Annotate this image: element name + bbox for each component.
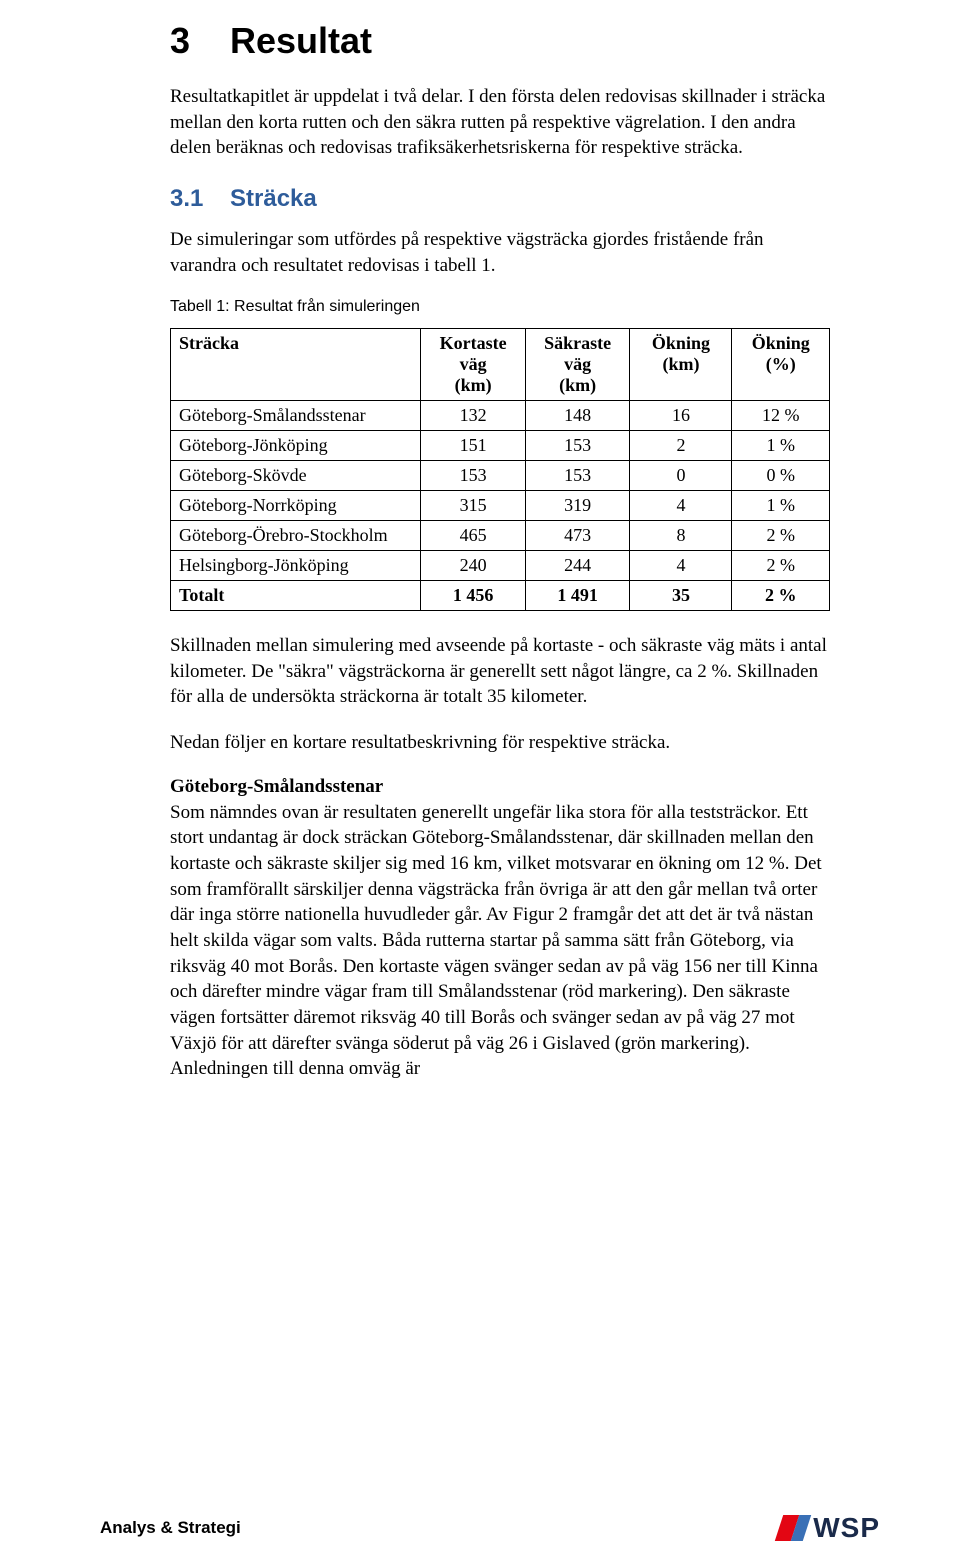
cell-kortaste: 153 [421,461,526,491]
col-header-okning-km: Ökning (km) [630,329,732,401]
cell-okning-pct: 1 % [732,491,830,521]
heading-1: 3 Resultat [170,20,830,62]
subheading-gbg-smalandsstenar: Göteborg-Smålandsstenar [170,776,830,798]
cell-kortaste: 465 [421,521,526,551]
after-table-paragraph-2: Nedan följer en kortare resultatbeskrivn… [170,730,830,756]
cell-sakraste: 148 [525,401,630,431]
cell-stracka: Göteborg-Jönköping [171,431,421,461]
cell-kortaste: 315 [421,491,526,521]
col-header-stracka: Sträcka [171,329,421,401]
cell-okning-km: 16 [630,401,732,431]
table-row: Göteborg-Skövde15315300 % [171,461,830,491]
cell-okning-km: 8 [630,521,732,551]
cell-stracka: Göteborg-Skövde [171,461,421,491]
cell-okning-pct: 12 % [732,401,830,431]
cell-kortaste: 132 [421,401,526,431]
table-caption: Tabell 1: Resultat från simuleringen [170,298,830,316]
total-cell: Totalt [171,581,421,611]
total-cell: 1 491 [525,581,630,611]
cell-okning-km: 0 [630,461,732,491]
cell-sakraste: 244 [525,551,630,581]
table-total-row: Totalt1 4561 491352 % [171,581,830,611]
heading-2: 3.1 Sträcka [170,185,830,213]
intro-paragraph: Resultatkapitlet är uppdelat i två delar… [170,84,830,161]
heading-2-number: 3.1 [170,185,230,213]
heading-1-number: 3 [170,20,230,62]
after-table-paragraph-1: Skillnaden mellan simulering med avseend… [170,633,830,710]
cell-okning-km: 4 [630,551,732,581]
cell-kortaste: 240 [421,551,526,581]
cell-sakraste: 153 [525,431,630,461]
total-cell: 35 [630,581,732,611]
gbg-smalandsstenar-text: Som nämndes ovan är resultaten generellt… [170,800,830,1082]
table-row: Helsingborg-Jönköping24024442 % [171,551,830,581]
page-footer: Analys & Strategi WSP [0,1512,960,1544]
wsp-logo-text: WSP [813,1512,880,1544]
wsp-logo-bars [775,1515,811,1541]
cell-stracka: Göteborg-Norrköping [171,491,421,521]
table-header-row: Sträcka Kortaste väg (km) Säkraste väg (… [171,329,830,401]
result-table: Sträcka Kortaste väg (km) Säkraste väg (… [170,328,830,611]
col-header-sakraste: Säkraste väg (km) [525,329,630,401]
col-header-okning-pct: Ökning (%) [732,329,830,401]
cell-okning-pct: 0 % [732,461,830,491]
wsp-logo: WSP [779,1512,880,1544]
cell-sakraste: 153 [525,461,630,491]
total-cell: 2 % [732,581,830,611]
section-3-1-intro: De simuleringar som utfördes på respekti… [170,227,830,278]
table-row: Göteborg-Norrköping31531941 % [171,491,830,521]
cell-kortaste: 151 [421,431,526,461]
table-row: Göteborg-Örebro-Stockholm46547382 % [171,521,830,551]
table-row: Göteborg-Smålandsstenar1321481612 % [171,401,830,431]
footer-left-text: Analys & Strategi [100,1518,241,1538]
cell-okning-pct: 1 % [732,431,830,461]
cell-stracka: Göteborg-Örebro-Stockholm [171,521,421,551]
table-row: Göteborg-Jönköping15115321 % [171,431,830,461]
total-cell: 1 456 [421,581,526,611]
heading-2-title: Sträcka [230,185,317,213]
cell-sakraste: 319 [525,491,630,521]
cell-okning-km: 2 [630,431,732,461]
cell-sakraste: 473 [525,521,630,551]
cell-stracka: Göteborg-Smålandsstenar [171,401,421,431]
heading-1-title: Resultat [230,20,372,62]
col-header-kortaste: Kortaste väg (km) [421,329,526,401]
cell-okning-pct: 2 % [732,521,830,551]
cell-okning-km: 4 [630,491,732,521]
cell-stracka: Helsingborg-Jönköping [171,551,421,581]
cell-okning-pct: 2 % [732,551,830,581]
